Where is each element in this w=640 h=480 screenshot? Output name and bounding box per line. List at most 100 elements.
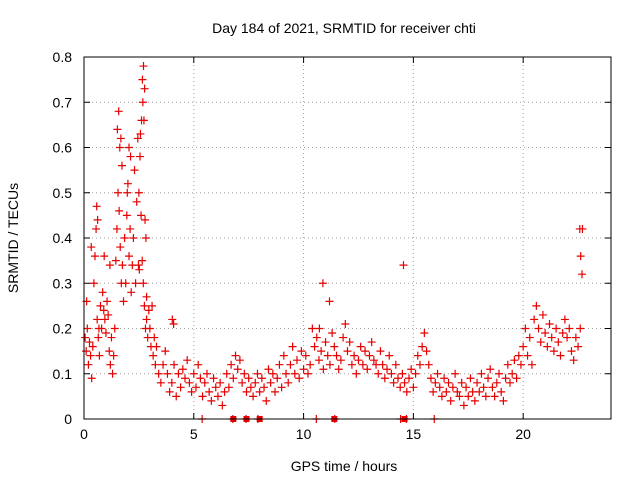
data-point	[321, 338, 330, 347]
data-point	[115, 143, 124, 152]
data-point	[99, 306, 108, 315]
data-point	[387, 369, 396, 378]
data-point	[560, 315, 569, 324]
data-point	[87, 243, 96, 252]
data-point	[88, 342, 97, 351]
data-point	[297, 347, 306, 356]
data-point	[420, 329, 429, 338]
data-point	[459, 401, 468, 410]
data-point	[264, 365, 273, 374]
data-point	[314, 356, 323, 365]
data-point	[196, 374, 205, 383]
data-point	[315, 324, 324, 333]
plot-frame	[83, 56, 612, 420]
data-point	[404, 374, 413, 383]
y-tick-label: 0.1	[53, 366, 73, 382]
data-point	[470, 396, 479, 405]
data-point	[325, 360, 334, 369]
data-point	[503, 360, 512, 369]
data-point	[137, 211, 146, 220]
data-point	[145, 324, 154, 333]
data-point	[257, 374, 266, 383]
data-point	[389, 378, 398, 387]
data-point	[126, 224, 135, 233]
tick-labels: 0 5 10 15 20 0 0.1 0.2 0.3 0.4 0.5 0.6 0.7 0.8	[53, 49, 532, 442]
data-point	[552, 324, 561, 333]
data-point	[350, 351, 359, 360]
data-point	[409, 383, 418, 392]
data-point	[244, 374, 253, 383]
data-point	[571, 333, 580, 342]
data-point	[87, 374, 96, 383]
data-point	[116, 243, 125, 252]
data-point	[415, 360, 424, 369]
y-tick-label: 0	[64, 411, 72, 427]
data-point	[138, 256, 147, 265]
data-point	[169, 319, 178, 328]
data-point	[411, 369, 420, 378]
data-point	[288, 342, 297, 351]
x-axis-label: GPS time / hours	[291, 458, 398, 474]
data-point	[358, 360, 367, 369]
y-axis-label: SRMTID / TECUs	[5, 183, 21, 293]
data-point	[135, 265, 144, 274]
data-point	[343, 347, 352, 356]
data-point	[325, 297, 334, 306]
data-point	[543, 342, 552, 351]
data-point	[308, 324, 317, 333]
data-point	[442, 387, 451, 396]
y-tick-label: 0.4	[53, 230, 73, 246]
data-point	[399, 261, 408, 270]
data-point	[565, 324, 574, 333]
data-point	[126, 152, 135, 161]
data-point	[378, 360, 387, 369]
data-point	[123, 188, 132, 197]
data-point	[94, 324, 103, 333]
data-point	[109, 351, 118, 360]
data-point	[103, 297, 112, 306]
x-tick-label: 20	[515, 426, 531, 442]
data-point	[231, 351, 240, 360]
data-point	[140, 84, 149, 93]
data-point	[246, 383, 255, 392]
data-point	[174, 369, 183, 378]
data-point	[218, 401, 227, 410]
data-point	[273, 374, 282, 383]
data-point	[435, 383, 444, 392]
data-point	[220, 387, 229, 396]
y-tick-label: 0.6	[53, 140, 73, 156]
data-point	[301, 351, 310, 360]
data-point	[170, 360, 179, 369]
data-point	[275, 360, 284, 369]
data-point	[396, 383, 405, 392]
data-point	[100, 315, 109, 324]
data-point	[426, 374, 435, 383]
data-point	[118, 261, 127, 270]
data-point	[130, 166, 139, 175]
data-point	[455, 392, 464, 401]
data-point	[255, 387, 264, 396]
y-tick-label: 0.3	[53, 275, 73, 291]
data-point	[202, 369, 211, 378]
data-point	[312, 333, 321, 342]
data-point	[402, 387, 411, 396]
data-point	[194, 360, 203, 369]
data-point	[547, 333, 556, 342]
data-point	[363, 365, 372, 374]
data-point	[286, 360, 295, 369]
data-point	[108, 369, 117, 378]
data-point	[510, 356, 519, 365]
data-point	[516, 360, 525, 369]
data-point	[497, 387, 506, 396]
data-point	[279, 351, 288, 360]
data-point	[105, 261, 114, 270]
data-point	[172, 392, 181, 401]
data-point	[407, 365, 416, 374]
data-point	[151, 360, 160, 369]
data-point	[163, 369, 172, 378]
data-point	[200, 378, 209, 387]
data-point	[185, 378, 194, 387]
data-point	[224, 383, 233, 392]
data-point	[105, 347, 114, 356]
